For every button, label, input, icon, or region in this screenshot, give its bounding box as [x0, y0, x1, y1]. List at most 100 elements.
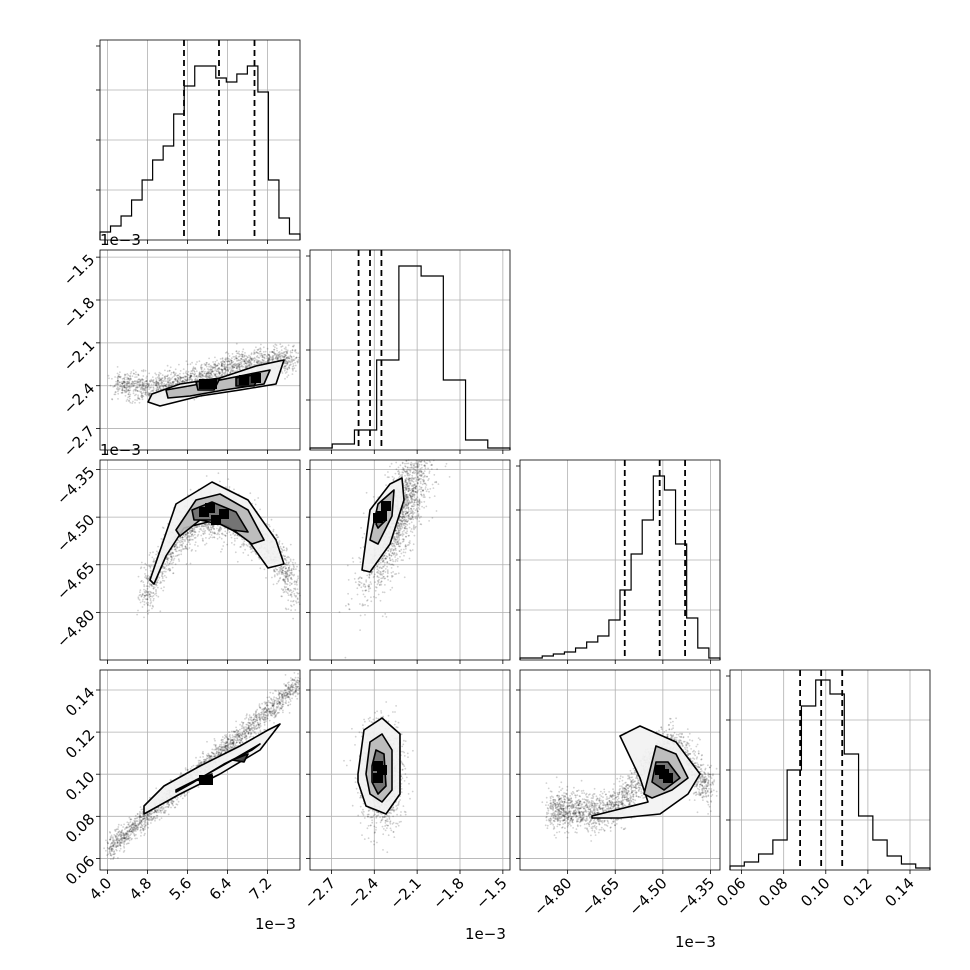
scatter-point [232, 736, 234, 738]
scatter-point [221, 533, 223, 535]
scatter-point [290, 577, 292, 579]
scatter-point [157, 382, 159, 384]
scatter-point [178, 364, 180, 366]
scatter-point [136, 838, 138, 840]
scatter-point [290, 560, 292, 562]
scatter-point [194, 537, 196, 539]
scatter-point [248, 359, 250, 361]
scatter-point [235, 358, 237, 360]
scatter-point [235, 721, 237, 723]
scatter-point [226, 532, 228, 534]
scatter-point [222, 739, 224, 741]
scatter-point [193, 376, 195, 378]
scatter-point [221, 548, 223, 550]
scatter-point [161, 538, 163, 540]
scatter-point [212, 361, 214, 363]
scatter-point [134, 380, 136, 382]
scatter-point [221, 365, 223, 367]
scatter-point [212, 537, 214, 539]
scatter-point [127, 377, 129, 379]
scatter-point [295, 581, 297, 583]
scatter-point [207, 753, 209, 755]
scatter-point [113, 834, 115, 836]
scatter-point [246, 358, 248, 360]
scatter-point [123, 847, 125, 849]
scatter-point [152, 376, 154, 378]
scatter-point [117, 393, 119, 395]
scatter-point [292, 373, 294, 375]
y-tick-label: −4.65 [53, 558, 98, 603]
scatter-point [279, 343, 281, 345]
scatter-point [294, 583, 296, 585]
scatter-point [279, 540, 281, 542]
scatter-point [176, 799, 178, 801]
scatter-point [169, 570, 171, 572]
scatter-point [142, 599, 144, 601]
scatter-point [292, 363, 294, 365]
scatter-point [194, 544, 196, 546]
scatter-point [286, 560, 288, 562]
scatter-point [287, 589, 289, 591]
scatter-point [127, 399, 129, 401]
scatter-point [284, 356, 286, 358]
scatter-point [199, 360, 201, 362]
scatter-point [219, 375, 221, 377]
scatter-point [161, 384, 163, 386]
scatter-point [111, 399, 113, 401]
scatter-point [149, 554, 151, 556]
scatter-point [145, 386, 147, 388]
scatter-point [143, 584, 145, 586]
scatter-point [206, 475, 208, 477]
scatter-point [186, 544, 188, 546]
scatter-point [290, 559, 292, 561]
scatter-point [258, 353, 260, 355]
scatter-point [282, 579, 284, 581]
scatter-point [290, 544, 292, 546]
scatter-point [241, 365, 243, 367]
scatter-point [243, 363, 245, 365]
y-tick-label: −1.5 [60, 251, 98, 289]
scatter-point [269, 526, 271, 528]
scatter-point [189, 547, 191, 549]
scatter-point [206, 543, 208, 545]
scatter-point [255, 346, 257, 348]
scatter-point [165, 380, 167, 382]
scatter-point [274, 574, 276, 576]
scatter-point [135, 382, 137, 384]
scatter-point [283, 546, 285, 548]
scatter-point [204, 533, 206, 535]
scatter-point [221, 369, 223, 371]
scatter-point [260, 344, 262, 346]
scatter-point [170, 374, 172, 376]
scatter-point [218, 530, 220, 532]
scatter-point [211, 534, 213, 536]
scatter-point [284, 586, 286, 588]
scatter-point [236, 343, 238, 345]
scatter-point [175, 379, 177, 381]
scatter-point [125, 387, 127, 389]
density-peak [251, 373, 261, 383]
scatter-point [121, 381, 123, 383]
scatter-point [180, 553, 182, 555]
scatter-point [234, 359, 236, 361]
col1-offset-label: 1e−3 [465, 925, 506, 943]
scatter-point [213, 528, 215, 530]
scatter-point [170, 807, 172, 809]
scatter-point [159, 377, 161, 379]
scatter-point [144, 573, 146, 575]
scatter-point [205, 537, 207, 539]
scatter-point [146, 594, 148, 596]
scatter-point [263, 360, 265, 362]
scatter-point [179, 549, 181, 551]
scatter-point [145, 370, 147, 372]
scatter-point [152, 586, 154, 588]
scatter-point [205, 525, 207, 527]
x-tick-label: 0.08 [755, 874, 791, 910]
scatter-point [139, 380, 141, 382]
scatter-point [292, 370, 294, 372]
scatter-point [293, 604, 295, 606]
scatter-point [287, 363, 289, 365]
scatter-point [119, 384, 121, 386]
scatter-point [144, 827, 146, 829]
scatter-point [293, 593, 295, 595]
